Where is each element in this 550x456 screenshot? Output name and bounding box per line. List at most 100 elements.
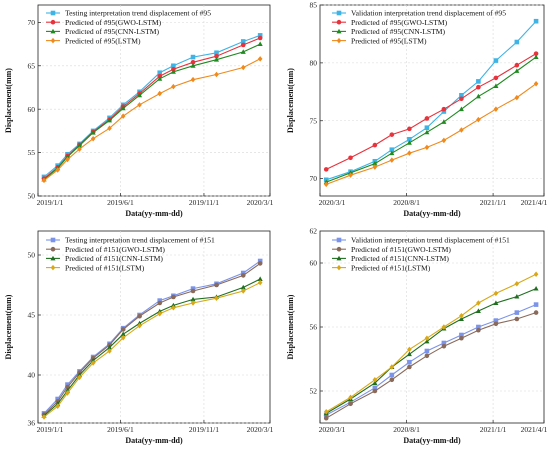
x-tick-label: 2019/1/1 xyxy=(37,425,64,434)
legend-marker xyxy=(50,28,56,34)
data-point xyxy=(240,42,246,48)
data-point xyxy=(190,288,196,294)
data-point xyxy=(389,372,395,378)
x-tick-label: 2020/3/1 xyxy=(247,198,274,207)
data-point xyxy=(372,380,378,385)
data-point xyxy=(441,106,447,112)
data-point xyxy=(157,298,163,303)
series-4 xyxy=(41,279,263,420)
data-point xyxy=(493,290,499,297)
data-point xyxy=(214,71,219,78)
data-point xyxy=(90,135,96,142)
data-point xyxy=(348,155,353,161)
y-tick-label: 52 xyxy=(310,387,318,396)
data-point xyxy=(459,313,464,319)
series-3 xyxy=(323,54,539,185)
data-point xyxy=(240,270,246,276)
data-point xyxy=(493,318,499,323)
data-point xyxy=(389,157,395,163)
data-point xyxy=(137,102,142,108)
data-point xyxy=(459,127,464,133)
data-point xyxy=(214,50,219,56)
data-point xyxy=(424,144,430,151)
y-axis-title: Displacement(mm) xyxy=(286,68,295,133)
data-point xyxy=(372,388,378,394)
chart-panel-1: 50 55 60 65 70 2019/1/1 2019/6/1 2019/11/1 2020/… xyxy=(4,4,274,218)
data-point xyxy=(372,142,378,148)
y-tick-label: 85 xyxy=(310,1,318,10)
legend-label: Predicted of #151(CNN-LSTM) xyxy=(351,254,449,263)
data-point xyxy=(514,293,520,299)
data-point xyxy=(106,117,113,123)
data-point xyxy=(190,286,196,291)
x-tick-label: 2019/11/1 xyxy=(189,425,219,434)
chart-panel-4: 52 56 60 62 2020/3/1 2020/8/1 2021/1/1 2021/4/1… xyxy=(286,227,548,445)
legend-marker xyxy=(336,19,342,25)
legend-marker xyxy=(50,246,56,252)
data-point xyxy=(171,294,176,300)
data-point xyxy=(476,324,481,330)
data-point xyxy=(459,335,464,341)
data-point xyxy=(424,335,430,341)
x-tick-label: 2020/3/1 xyxy=(319,425,346,434)
data-point xyxy=(120,105,126,111)
data-point xyxy=(190,63,196,68)
y-tick-label: 62 xyxy=(310,227,318,236)
data-point xyxy=(120,335,126,341)
data-point xyxy=(65,384,70,390)
data-point xyxy=(389,147,395,152)
series-line xyxy=(326,20,537,181)
legend-label: Predicted of #95(LSTM) xyxy=(351,36,427,45)
data-point xyxy=(55,167,60,173)
series-line xyxy=(325,53,537,170)
series-4 xyxy=(323,271,539,415)
series-line xyxy=(325,273,537,413)
y-axis-title: Displacement(mm) xyxy=(4,68,13,133)
data-point xyxy=(389,150,395,156)
data-point xyxy=(476,116,481,123)
data-point xyxy=(214,53,219,59)
series-1 xyxy=(323,302,539,418)
data-point xyxy=(493,106,499,112)
series-line xyxy=(325,304,537,416)
data-point xyxy=(137,313,142,319)
data-point xyxy=(77,374,82,381)
data-point xyxy=(55,403,60,409)
data-point xyxy=(514,62,520,68)
legend-marker xyxy=(336,264,342,271)
data-point xyxy=(514,316,520,322)
data-point xyxy=(240,284,246,290)
data-point xyxy=(157,311,163,317)
series-line xyxy=(43,282,261,418)
data-point xyxy=(407,136,412,142)
data-point xyxy=(323,409,329,415)
x-tick-label: 2021/4/1 xyxy=(521,198,548,207)
data-point xyxy=(214,295,219,301)
data-point xyxy=(106,344,113,350)
data-point xyxy=(407,359,412,365)
data-point xyxy=(533,271,539,277)
y-tick-label: 45 xyxy=(28,311,36,320)
legend-label: Testing interpretation trend displacemen… xyxy=(65,236,215,245)
data-point xyxy=(257,276,263,281)
legend-marker xyxy=(336,37,342,44)
data-point xyxy=(424,129,430,135)
legend-marker xyxy=(50,19,56,25)
legend: Testing interpretation trend displacemen… xyxy=(46,9,211,45)
data-point xyxy=(514,94,520,101)
data-point xyxy=(441,324,447,330)
legend-label: Predicted of #151(GWO-LSTM) xyxy=(351,245,451,254)
data-point xyxy=(157,300,163,306)
data-point xyxy=(137,92,143,98)
data-point xyxy=(55,396,60,402)
x-tick-label: 2019/6/1 xyxy=(107,425,134,434)
legend-label: Predicted of #95(GWO-LSTM) xyxy=(351,18,448,27)
x-tick-label: 2021/4/1 xyxy=(521,425,548,434)
data-point xyxy=(120,331,126,337)
data-point xyxy=(157,90,163,97)
data-point xyxy=(157,76,163,81)
legend-label: Predicted of #95(LSTM) xyxy=(65,36,141,45)
series-line xyxy=(43,43,261,180)
